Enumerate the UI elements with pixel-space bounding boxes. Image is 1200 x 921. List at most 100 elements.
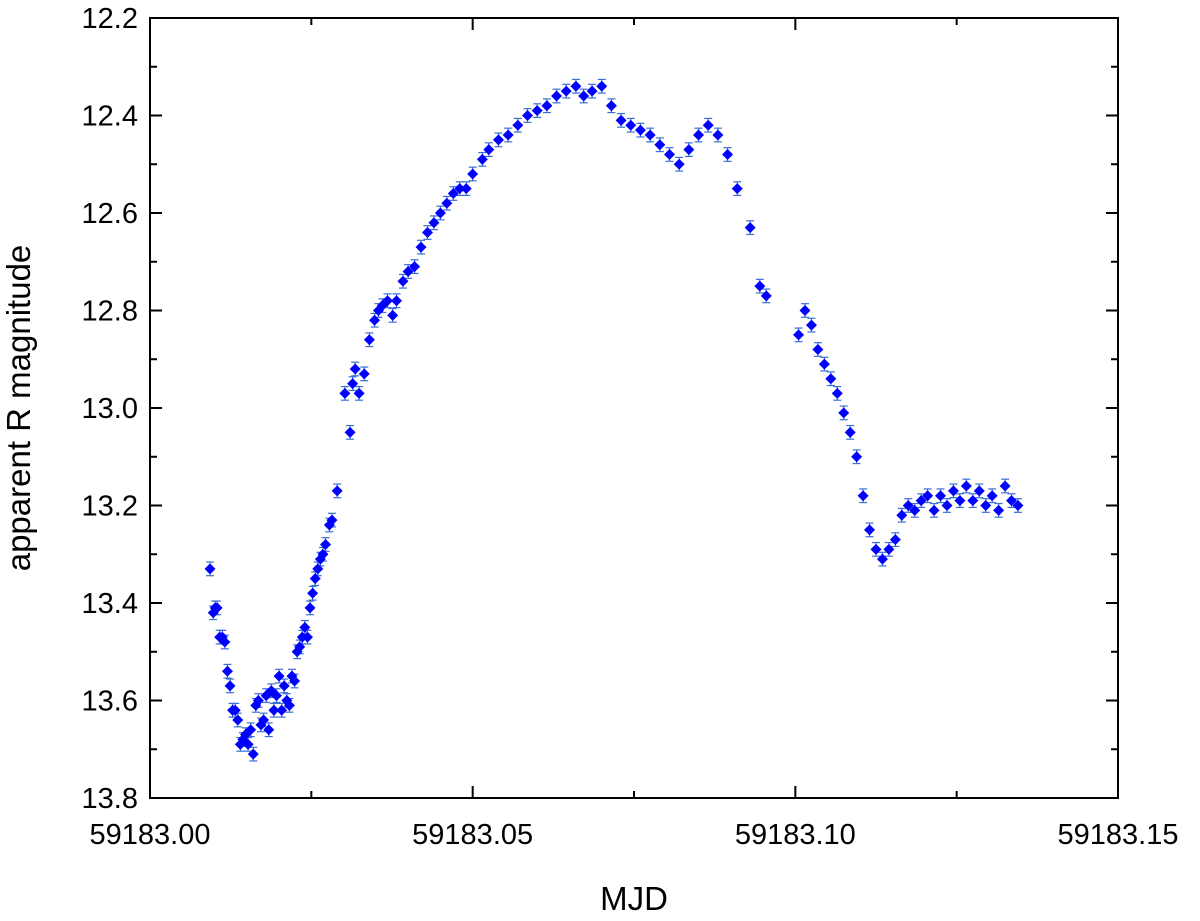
data-point [344,426,356,438]
data-point [857,490,869,502]
data-point [634,124,646,136]
data-point [844,426,856,438]
data-point [941,500,953,511]
data-point [270,690,282,702]
y-tick-label: 12.8 [82,296,138,328]
data-point [960,480,972,492]
data-point [301,631,313,643]
data-points [204,80,1024,760]
data-point [947,485,959,497]
data-point [278,680,290,692]
data-point [307,587,319,599]
data-point [211,602,223,614]
data-point [447,188,459,199]
data-point [896,509,908,521]
data-point [358,368,370,380]
data-point [578,90,590,102]
data-point [522,110,534,121]
data-point [712,129,724,141]
data-point [615,114,627,126]
data-point [1012,500,1024,511]
data-point [289,675,301,687]
axis-ticks [149,17,1119,799]
data-point [954,495,966,507]
data-point [928,504,940,516]
data-point [204,563,216,575]
data-point [397,275,409,287]
y-tick-label: 12.4 [82,101,138,133]
data-point [512,119,524,131]
data-point [347,378,359,390]
data-point [1006,495,1018,507]
data-point [245,724,257,736]
data-point [232,714,244,726]
data-point [229,704,241,716]
data-point [476,153,488,165]
data-point [320,539,332,550]
data-point [428,217,440,229]
data-point [673,158,685,170]
data-point [441,197,453,209]
data-point [902,500,914,511]
data-point [915,495,927,507]
data-point [434,207,446,219]
data-point [339,387,351,399]
data-point [935,490,947,502]
y-tick-label: 13.4 [82,588,138,620]
data-point [299,621,311,633]
data-point [219,636,231,648]
data-point [731,183,743,195]
data-point [644,129,656,141]
data-point [870,543,882,555]
data-point [993,504,1005,516]
data-point [402,266,414,277]
data-point [312,563,324,575]
data-point [683,144,695,156]
data-point [586,85,598,97]
data-point [304,602,316,614]
data-point [409,261,421,273]
data-point [369,314,381,326]
data-point [744,222,756,234]
data-point [421,227,433,238]
data-point [276,704,288,716]
data-point [883,543,895,555]
data-point [387,309,399,321]
data-point [760,290,772,302]
data-point [831,387,843,399]
y-axis-title: apparent R magnitude [0,245,37,572]
data-point [326,514,338,526]
data-point [876,553,888,565]
data-point [247,748,259,760]
data-point [980,500,992,511]
data-point [570,80,582,92]
y-tick-label: 13.2 [82,491,138,523]
data-point [309,573,321,585]
data-point [999,480,1011,492]
data-point [625,119,637,131]
data-point [460,183,472,195]
data-point [273,670,285,682]
data-point [702,119,714,131]
data-point [864,524,876,536]
data-point [224,680,236,692]
data-point [663,149,675,160]
data-point [454,183,466,195]
data-point [560,85,572,97]
data-point [922,490,934,502]
data-point [263,724,275,736]
data-point [805,319,817,331]
data-point [851,451,863,463]
data-point [722,149,734,160]
data-point [242,738,254,750]
data-point [268,704,280,716]
x-tick-label: 59183.00 [90,819,211,851]
data-point [654,139,666,151]
data-point [754,280,766,292]
data-point [502,129,514,141]
data-point [551,90,563,102]
data-point [825,373,837,385]
y-tick-label: 13.8 [82,783,138,815]
